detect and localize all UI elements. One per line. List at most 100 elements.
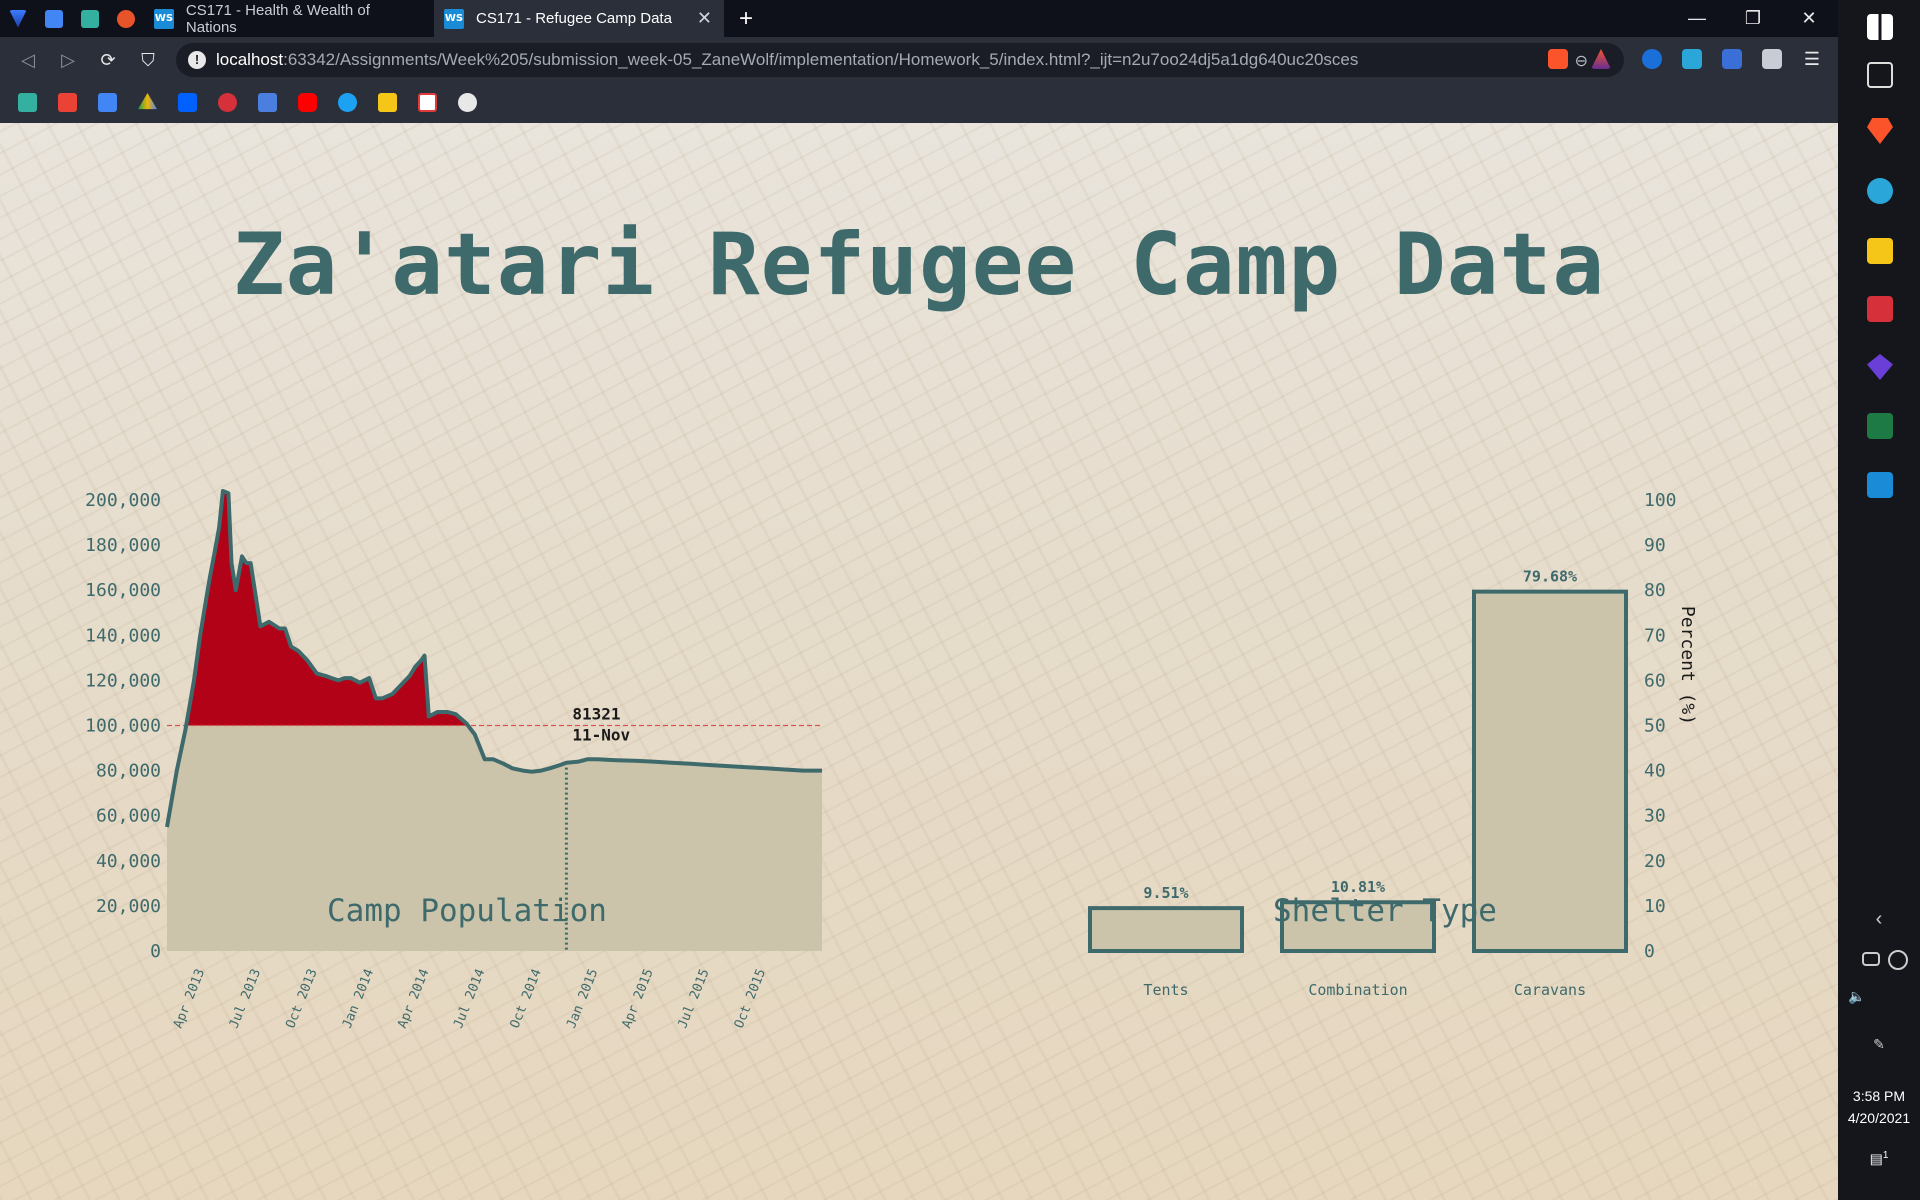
y-axis-label: Percent (%) <box>1677 606 1698 725</box>
youtube-icon[interactable] <box>298 93 317 112</box>
brave-browser-icon[interactable] <box>1867 118 1893 144</box>
webstorm-icon: WS <box>154 8 174 29</box>
file-explorer-icon[interactable] <box>1867 238 1893 264</box>
population-area <box>167 491 822 951</box>
back-button[interactable]: ◁ <box>21 49 35 70</box>
bookmark-graduation-icon[interactable] <box>258 93 277 112</box>
pinned-tab-brave-vpn[interactable] <box>0 0 36 37</box>
page-title: Za'atari Refugee Camp Data <box>232 215 1606 315</box>
filter-extension-icon[interactable] <box>1682 49 1702 69</box>
network-globe-icon[interactable] <box>1888 950 1908 970</box>
alert-icon <box>117 9 135 28</box>
clock-time[interactable]: 3:58 PM <box>1852 1088 1906 1104</box>
y-tick-label: 140,000 <box>85 625 161 646</box>
restore-window-button[interactable]: ❐ <box>1744 8 1762 28</box>
bar-tents <box>1088 906 1244 953</box>
pinned-tab-calendar[interactable] <box>36 0 72 37</box>
tab-health-wealth[interactable]: WS CS171 - Health & Wealth of Nations <box>144 0 434 37</box>
google-drive-icon[interactable] <box>138 93 157 110</box>
y-tick-label: 160,000 <box>85 580 161 601</box>
site-info-icon[interactable]: ! <box>188 51 206 69</box>
y-tick-label: 20,000 <box>96 896 161 917</box>
bookmark-v-icon[interactable] <box>418 93 437 112</box>
close-window-button[interactable]: ✕ <box>1801 8 1817 28</box>
clock-date[interactable]: 4/20/2021 <box>1847 1110 1911 1126</box>
webstorm-icon: WS <box>444 8 464 29</box>
url-path: :63342/Assignments/Week%205/submission_w… <box>283 50 1359 69</box>
calendar-icon[interactable] <box>98 93 117 112</box>
bar-combination <box>1280 900 1436 953</box>
y-tick-label: 80,000 <box>96 761 161 782</box>
vpn-triangle-icon <box>9 9 27 28</box>
bar-caravans <box>1472 589 1628 954</box>
x-tick-label: Apr 2015 <box>619 967 656 1031</box>
tab-label: CS171 - Refugee Camp Data <box>476 10 672 27</box>
bar-data-label: 10.81% <box>1331 878 1385 896</box>
shelter-chart-caption: Shelter Type <box>1273 893 1497 929</box>
x-tick-label: Jul 2014 <box>451 967 488 1031</box>
forward-button[interactable]: ▷ <box>61 49 75 70</box>
zoom-icon[interactable]: ⊖ <box>1574 53 1588 70</box>
task-view-icon[interactable] <box>1867 62 1893 88</box>
bar-data-label: 9.51% <box>1143 884 1188 902</box>
windows-start-icon[interactable] <box>1867 14 1893 40</box>
app-red-icon[interactable] <box>1867 296 1893 322</box>
y-tick-label: 180,000 <box>85 535 161 556</box>
notification-center-icon[interactable]: ▤1 <box>1869 1150 1889 1167</box>
bookmark-circle-icon[interactable] <box>218 93 237 112</box>
battery-icon[interactable] <box>1862 952 1880 966</box>
pinned-tab-m[interactable] <box>72 0 108 37</box>
webstorm-taskbar-icon[interactable] <box>1867 472 1893 498</box>
extensions-puzzle-icon[interactable] <box>1762 49 1782 69</box>
pinned-tab-alert[interactable] <box>108 0 144 37</box>
shelter-type-chart: 9.51% Tents 10.81% Combination 79.68% Caravan… <box>1088 490 1698 999</box>
pen-icon[interactable]: ✎ <box>1873 1036 1885 1052</box>
y-tick-label: 20 <box>1644 851 1666 872</box>
y-tick-label: 200,000 <box>85 490 161 511</box>
bookmark-icon[interactable]: ⛉ <box>141 49 155 70</box>
m-app-icon <box>81 9 99 28</box>
bookmark-folder-icon[interactable] <box>378 93 397 112</box>
y-tick-label: 0 <box>150 941 161 962</box>
menu-icon[interactable]: ☰ <box>1803 49 1821 69</box>
globe-icon[interactable] <box>458 93 477 112</box>
browser-tab-bar: WS CS171 - Health & Wealth of Nations WS… <box>0 0 1838 37</box>
x-category-label: Combination <box>1308 981 1407 999</box>
reload-button[interactable]: ⟳ <box>100 49 116 70</box>
calendar-icon <box>45 9 63 28</box>
population-line <box>165 489 822 828</box>
y-tick-label: 40 <box>1644 761 1666 782</box>
brave-shields-icon[interactable] <box>1548 49 1568 69</box>
minimize-window-button[interactable]: — <box>1688 8 1706 28</box>
show-hidden-icons-chevron-icon[interactable]: ‹ <box>1875 908 1883 930</box>
y-tick-label: 10 <box>1644 896 1666 917</box>
y-tick-label: 80 <box>1644 580 1666 601</box>
x-tick-label: Oct 2014 <box>508 967 545 1031</box>
obsidian-icon[interactable] <box>1867 354 1893 380</box>
y-tick-label: 100 <box>1644 490 1677 511</box>
tab-refugee-camp[interactable]: WS CS171 - Refugee Camp Data ✕ <box>434 0 724 37</box>
x-category-label: Caravans <box>1514 981 1586 999</box>
x-tick-label: Oct 2015 <box>732 967 769 1031</box>
twitter-icon[interactable] <box>338 93 357 112</box>
edge-icon[interactable] <box>1867 178 1893 204</box>
excel-icon[interactable] <box>1867 413 1893 439</box>
tooltip-value: 81321 <box>572 705 620 724</box>
x-tick-label: Apr 2013 <box>171 967 208 1031</box>
new-tab-button[interactable]: + <box>738 4 753 32</box>
bookmarks-bar <box>0 83 1838 123</box>
y-tick-label: 60,000 <box>96 806 161 827</box>
y-tick-label: 120,000 <box>85 670 161 691</box>
password-manager-icon[interactable] <box>1642 49 1662 69</box>
x-tick-label: Jan 2014 <box>340 967 377 1031</box>
bookmark-extension-icon[interactable] <box>1722 49 1742 69</box>
x-tick-label: Jan 2015 <box>564 967 601 1031</box>
close-tab-icon[interactable]: ✕ <box>696 8 712 28</box>
dropbox-icon[interactable] <box>178 93 197 112</box>
bookmark-m-icon[interactable] <box>18 93 37 112</box>
gmail-icon[interactable] <box>58 93 77 112</box>
windows-taskbar: ‹ 🔈 ✎ 3:58 PM 4/20/2021 ▤1 <box>1838 0 1920 1200</box>
page-content: Za'atari Refugee Camp Data 0 20,000 40,000… <box>0 123 1838 1200</box>
address-bar[interactable]: ! localhost:63342/Assignments/Week%205/s… <box>176 43 1624 77</box>
volume-icon[interactable]: 🔈 <box>1848 988 1866 1004</box>
